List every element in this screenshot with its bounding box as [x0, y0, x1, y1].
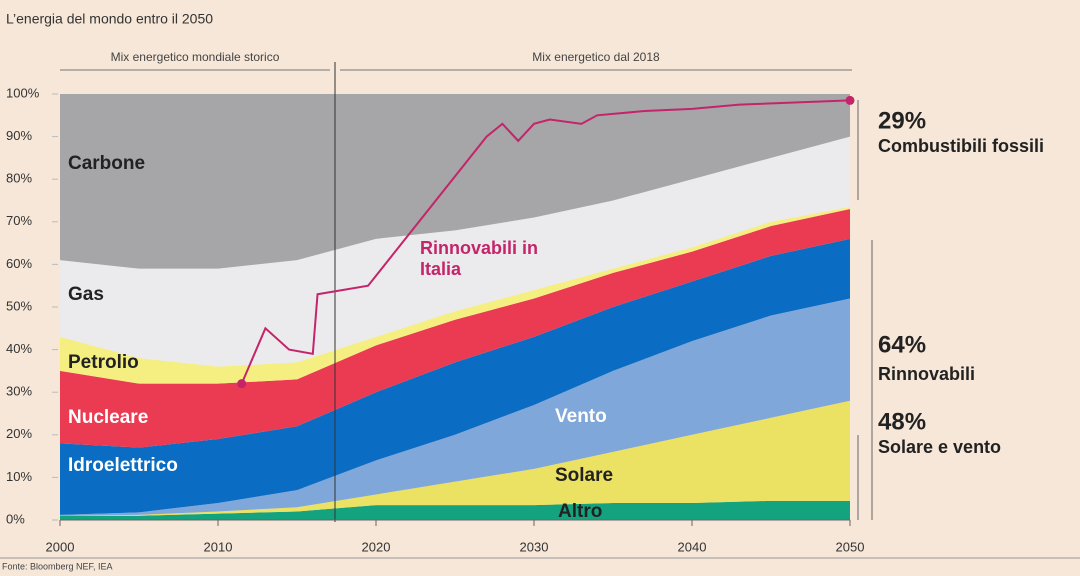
area [60, 238, 850, 515]
area [60, 500, 850, 520]
callout-label: Combustibili fossili [878, 136, 1044, 156]
chart-title: L’energia del mondo entro il 2050 [6, 11, 213, 27]
area [60, 94, 850, 269]
series-label: Idroelettrico [68, 455, 178, 476]
line [240, 99, 851, 385]
y-tick-label: 80% [6, 171, 32, 186]
series-label: Nucleare [68, 407, 148, 428]
x-tick-label: 2040 [678, 539, 707, 554]
callout-label: Rinnovabili [878, 364, 975, 384]
area [60, 206, 850, 384]
callout-value: 48% [878, 408, 926, 435]
x-tick-label: 2030 [520, 539, 549, 554]
y-tick-label: 20% [6, 426, 32, 441]
line-end [237, 379, 247, 389]
area [60, 298, 850, 516]
area [60, 209, 850, 448]
plot: Altro Solare Vento Idroelettrico Nucleare Pet… [60, 62, 855, 522]
x-tick-label: 2020 [362, 539, 391, 554]
x-tick-label: 2050 [836, 539, 865, 554]
y-tick-label: 40% [6, 341, 32, 356]
series-label: Carbone [68, 153, 145, 174]
callout-value: 29% [878, 107, 926, 134]
series-label: Petrolio [68, 352, 139, 373]
area [60, 136, 850, 367]
y-tick-label: 60% [6, 256, 32, 271]
x-tick-label: 2010 [204, 539, 233, 554]
y-tick-label: 30% [6, 384, 32, 399]
y-tick-label: 70% [6, 213, 32, 228]
y-tick-label: 50% [6, 298, 32, 313]
line-label: Rinnovabili in Italia [420, 238, 539, 279]
series-label: Gas [68, 284, 104, 305]
callout-label: Solare e vento [878, 437, 1001, 457]
x-tick-label: 2000 [46, 539, 75, 554]
y-tick-label: 0% [6, 511, 25, 526]
area [60, 400, 850, 516]
period-label: Mix energetico mondiale storico [111, 50, 280, 64]
series-label: Vento [555, 406, 607, 427]
callout-value: 64% [878, 331, 926, 358]
y-tick-label: 90% [6, 128, 32, 143]
line-end [845, 95, 855, 105]
y-tick-label: 10% [6, 469, 32, 484]
series-label: Solare [555, 465, 613, 486]
source: Fonte: Bloomberg NEF, IEA [2, 561, 113, 571]
series-label: Altro [558, 501, 602, 522]
period-label: Mix energetico dal 2018 [532, 50, 660, 64]
y-tick-label: 100% [6, 85, 40, 100]
